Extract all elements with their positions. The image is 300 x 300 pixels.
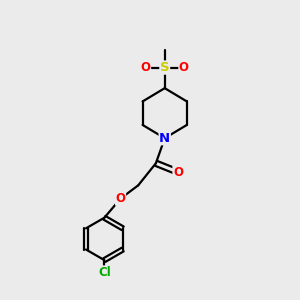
- Text: O: O: [141, 61, 151, 74]
- Text: O: O: [173, 166, 183, 178]
- Text: N: N: [159, 132, 170, 145]
- Text: S: S: [160, 61, 169, 74]
- Text: Cl: Cl: [98, 266, 111, 279]
- Text: O: O: [116, 192, 126, 205]
- Text: O: O: [179, 61, 189, 74]
